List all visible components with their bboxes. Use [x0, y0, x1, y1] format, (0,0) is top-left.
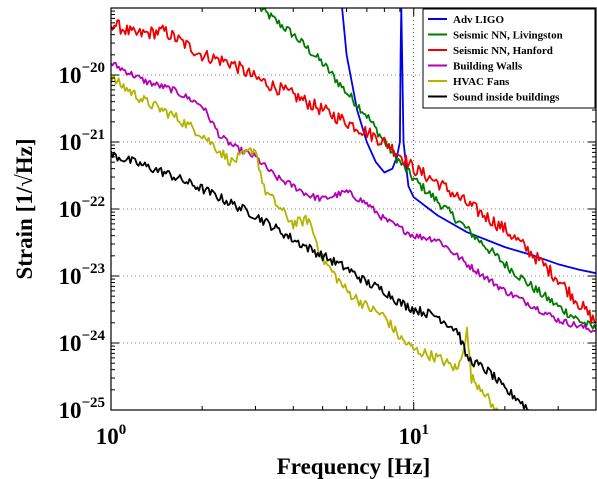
series-line-building-walls	[111, 62, 596, 333]
legend: Adv LIGO Seismic NN, Livingston Seismic NN…	[422, 8, 596, 109]
series-line-seismic-nn-hanford	[111, 19, 596, 324]
x-tick-label: 101	[398, 422, 429, 449]
y-tick-label: 10−23	[58, 261, 105, 289]
y-tick-label: 10−22	[58, 194, 105, 222]
x-tick-label: 100	[96, 422, 127, 449]
legend-label: Seismic NN, Livingston	[453, 30, 563, 42]
series-line-hvac-fans	[111, 75, 499, 410]
ticks	[110, 8, 597, 411]
legend-box	[422, 8, 596, 109]
y-tick-label: 10−25	[58, 395, 105, 423]
y-tick-label: 10−24	[58, 328, 105, 356]
legend-label: Building Walls	[453, 61, 523, 73]
tick-labels: 100 101 10−20 10−21 10−22 10−23 10−24 10−25	[58, 60, 429, 449]
series-line-adv-ligo	[341, 8, 596, 275]
y-tick-label: 10−20	[58, 60, 105, 88]
series-line-sound-inside-buildings	[111, 150, 529, 410]
legend-label: Sound inside buildings	[453, 92, 560, 104]
legend-label: Seismic NN, Hanford	[453, 45, 553, 57]
series-layer	[111, 8, 596, 410]
series-line-seismic-nn-livingston	[259, 8, 596, 330]
y-axis-label: Strain [1/√Hz]	[12, 138, 37, 279]
legend-label: Adv LIGO	[453, 14, 504, 26]
x-axis-label: Frequency [Hz]	[277, 454, 431, 479]
legend-label: HVAC Fans	[453, 76, 510, 88]
y-tick-label: 10−21	[58, 127, 105, 155]
